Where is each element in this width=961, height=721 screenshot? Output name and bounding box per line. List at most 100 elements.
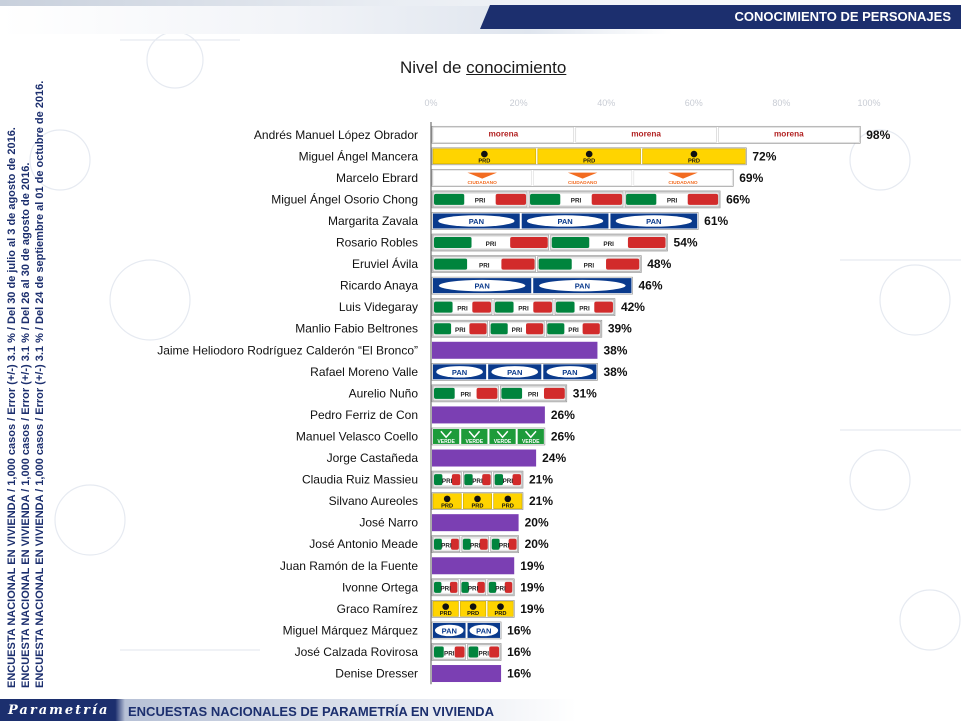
value-label: 26% bbox=[551, 408, 575, 422]
category-label: Jaime Heliodoro Rodríguez Calderón “El B… bbox=[157, 343, 418, 357]
svg-text:PRD: PRD bbox=[688, 159, 700, 165]
svg-text:PRI: PRI bbox=[603, 241, 614, 248]
svg-text:PRI: PRI bbox=[470, 543, 481, 550]
section-title: CONOCIMIENTO DE PERSONAJES bbox=[734, 9, 951, 24]
category-label: Ricardo Anaya bbox=[340, 279, 418, 293]
svg-text:PRI: PRI bbox=[499, 543, 510, 550]
bar: PRI PRI PRI bbox=[431, 319, 603, 338]
svg-text:PRI: PRI bbox=[457, 305, 468, 312]
bar bbox=[432, 514, 519, 532]
category-label: Rosario Robles bbox=[336, 236, 418, 250]
svg-text:PRI: PRI bbox=[486, 241, 497, 248]
category-label: Denise Dresser bbox=[335, 667, 418, 681]
bar: PRI PRI PRI bbox=[431, 190, 721, 209]
category-label: Eruviel Ávila bbox=[352, 256, 418, 271]
bar: PRI PRI PRI bbox=[431, 298, 616, 316]
category-label: Andrés Manuel López Obrador bbox=[254, 128, 418, 142]
svg-text:PRD: PRD bbox=[467, 611, 479, 617]
svg-text:PAN: PAN bbox=[507, 368, 522, 377]
value-label: 66% bbox=[726, 192, 750, 206]
category-label: Pedro Ferriz de Con bbox=[310, 408, 418, 422]
svg-text:PAN: PAN bbox=[442, 626, 457, 635]
value-label: 16% bbox=[507, 623, 531, 637]
category-label: Silvano Aureoles bbox=[329, 494, 418, 508]
category-label: Margarita Zavala bbox=[328, 214, 418, 228]
bar bbox=[432, 665, 502, 683]
value-label: 72% bbox=[752, 149, 776, 163]
svg-text:VERDE: VERDE bbox=[437, 439, 455, 445]
svg-text:PRI: PRI bbox=[503, 478, 514, 485]
svg-text:morena: morena bbox=[488, 130, 518, 139]
svg-text:PRI: PRI bbox=[584, 262, 595, 269]
svg-text:PRI: PRI bbox=[667, 198, 678, 205]
category-label: Aurelio Nuño bbox=[349, 386, 419, 400]
category-label: Ivonne Ortega bbox=[342, 580, 418, 594]
svg-text:PAN: PAN bbox=[476, 626, 491, 635]
svg-text:PAN: PAN bbox=[452, 368, 467, 377]
svg-text:VERDE: VERDE bbox=[522, 439, 540, 445]
value-label: 19% bbox=[520, 602, 544, 616]
category-label: Luis Videgaray bbox=[339, 300, 418, 314]
svg-text:PRI: PRI bbox=[479, 650, 490, 657]
bar: morena morena morena bbox=[431, 125, 861, 144]
value-label: 54% bbox=[674, 236, 698, 250]
bar: PAN PAN PAN bbox=[431, 212, 699, 230]
value-label: 38% bbox=[603, 365, 627, 379]
x-tick-label: 80% bbox=[772, 98, 790, 108]
value-label: 16% bbox=[507, 667, 531, 681]
svg-text:PRD: PRD bbox=[440, 611, 452, 617]
svg-text:PRI: PRI bbox=[475, 198, 486, 205]
bar: PAN PAN bbox=[431, 621, 502, 640]
x-tick-label: 100% bbox=[857, 98, 880, 108]
svg-text:PAN: PAN bbox=[469, 217, 484, 226]
svg-text:PAN: PAN bbox=[474, 282, 489, 291]
svg-text:PRI: PRI bbox=[472, 478, 483, 485]
value-label: 16% bbox=[507, 645, 531, 659]
svg-text:PRI: PRI bbox=[441, 543, 452, 550]
svg-text:PRI: PRI bbox=[571, 198, 582, 205]
svg-text:PRI: PRI bbox=[444, 650, 455, 657]
category-label: Graco Ramírez bbox=[337, 602, 418, 616]
svg-text:PAN: PAN bbox=[557, 217, 572, 226]
value-label: 39% bbox=[608, 322, 632, 336]
bar bbox=[432, 557, 515, 575]
svg-text:PRI: PRI bbox=[512, 327, 523, 334]
bar bbox=[432, 341, 598, 359]
svg-text:PAN: PAN bbox=[575, 282, 590, 291]
chart-title: Nivel de conocimiento bbox=[400, 58, 566, 78]
value-label: 38% bbox=[603, 343, 627, 357]
svg-text:PAN: PAN bbox=[646, 217, 661, 226]
svg-text:PAN: PAN bbox=[562, 368, 577, 377]
category-label: Claudia Ruiz Massieu bbox=[302, 473, 418, 487]
bar: PRD PRD PRD bbox=[431, 147, 747, 166]
svg-text:PRI: PRI bbox=[460, 392, 471, 399]
value-label: 42% bbox=[621, 300, 645, 314]
category-label: José Antonio Meade bbox=[309, 537, 418, 551]
svg-text:CIUDADANO: CIUDADANO bbox=[468, 180, 498, 186]
bar: PRI PRI PRI bbox=[431, 578, 515, 597]
svg-text:PRD: PRD bbox=[495, 611, 507, 617]
svg-text:VERDE: VERDE bbox=[494, 439, 512, 445]
value-label: 24% bbox=[542, 451, 566, 465]
category-label: Miguel Márquez Márquez bbox=[283, 623, 418, 637]
value-label: 19% bbox=[520, 559, 544, 573]
chart-title-underlined: conocimiento bbox=[466, 58, 567, 77]
chart-title-prefix: Nivel de bbox=[400, 58, 467, 77]
svg-text:PRD: PRD bbox=[502, 503, 514, 509]
svg-text:PRI: PRI bbox=[442, 478, 453, 485]
value-label: 26% bbox=[551, 429, 575, 443]
value-label: 46% bbox=[638, 279, 662, 293]
svg-text:morena: morena bbox=[631, 130, 661, 139]
value-label: 21% bbox=[529, 473, 553, 487]
category-label: Manlio Fabio Beltrones bbox=[295, 322, 418, 336]
category-label: Rafael Moreno Valle bbox=[310, 365, 418, 379]
svg-text:PRD: PRD bbox=[441, 503, 453, 509]
header-tab bbox=[480, 5, 961, 29]
value-label: 69% bbox=[739, 171, 763, 185]
category-label: Marcelo Ebrard bbox=[336, 171, 418, 185]
value-label: 20% bbox=[525, 516, 549, 530]
bar: VERDE VERDE VERDE VERDE bbox=[431, 427, 546, 446]
x-tick-label: 60% bbox=[685, 98, 703, 108]
value-label: 20% bbox=[525, 537, 549, 551]
